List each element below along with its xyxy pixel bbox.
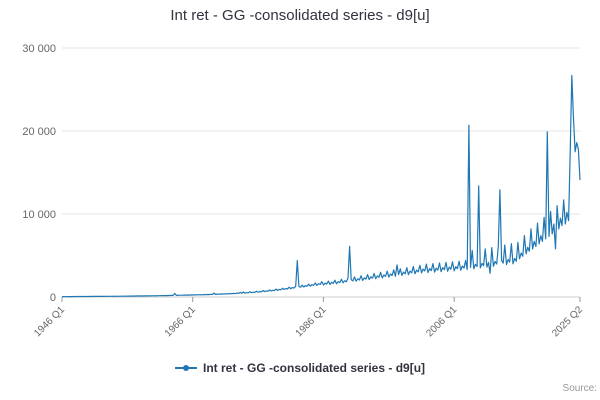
series-line (61, 74, 581, 298)
legend-marker-dot (182, 365, 189, 371)
chart-title: Int ret - GG -consolidated series - d9[u… (170, 7, 430, 24)
plot-area: 0 10 000 20 000 30 000 1946 Q1 1966 Q1 1… (22, 43, 585, 339)
ytick-label-20000: 20 000 (22, 126, 56, 138)
ytick-label-30000: 30 000 (22, 43, 56, 55)
xtick-label-2025: 2025 Q2 (550, 304, 585, 339)
legend-line-marker-icon (174, 365, 197, 371)
ytick-label-0: 0 (50, 292, 56, 304)
legend-item[interactable]: Int ret - GG -consolidated series - d9[u… (174, 361, 426, 375)
legend: Int ret - GG -consolidated series - d9[u… (0, 361, 600, 375)
xtick-label-1986: 1986 Q1 (294, 304, 329, 339)
xtick-label-1966: 1966 Q1 (163, 304, 198, 339)
ytick-label-10000: 10 000 (22, 209, 56, 221)
legend-label: Int ret - GG -consolidated series - d9[u… (202, 361, 426, 375)
source-credits: Source: (562, 383, 597, 394)
xtick-label-1946: 1946 Q1 (32, 304, 67, 339)
xtick-label-2006: 2006 Q1 (424, 304, 459, 339)
